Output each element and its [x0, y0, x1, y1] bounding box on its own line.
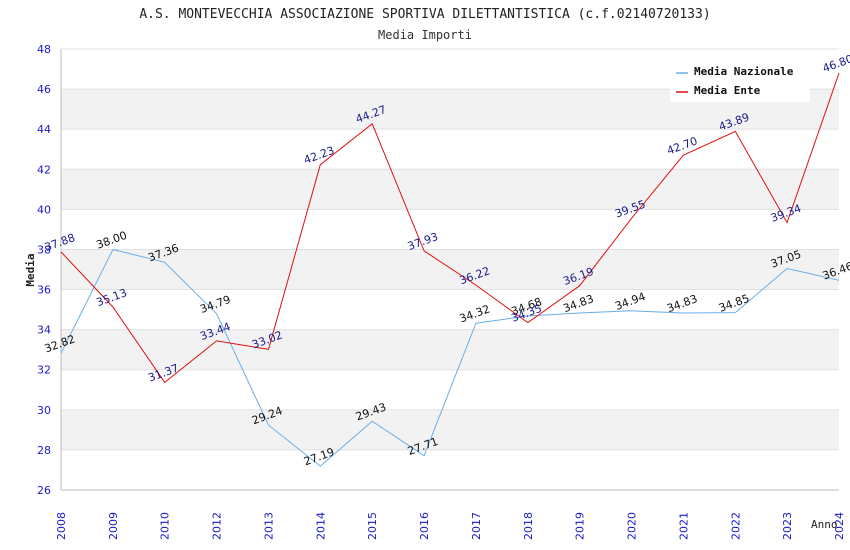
y-tick-label: 32 [37, 364, 51, 377]
y-tick-label: 44 [37, 123, 51, 136]
y-axis-label: Media [24, 253, 37, 286]
x-tick-label: 2024 [833, 512, 846, 540]
x-tick-label: 2008 [55, 512, 68, 540]
x-tick-label: 2010 [159, 512, 172, 540]
legend-box [670, 60, 810, 102]
x-tick-label: 2023 [781, 512, 794, 540]
grid-bands [61, 89, 839, 450]
data-label-nazionale: 34.83 [665, 292, 699, 315]
y-tick-label: 46 [37, 83, 51, 96]
x-axis-label: Anno [811, 518, 838, 531]
data-label-ente: 42.23 [302, 144, 336, 167]
y-tick-label: 30 [37, 404, 51, 417]
legend: Media Nazionale Media Ente [670, 60, 810, 102]
series-line-ente [60, 72, 840, 384]
grid-band [61, 169, 839, 210]
data-label-nazionale: 34.94 [613, 290, 647, 313]
y-tick-label: 34 [37, 324, 51, 337]
chart-title: A.S. MONTEVECCHIA ASSOCIAZIONE SPORTIVA … [139, 7, 710, 22]
x-tick-labels: 2008 2009 2010 2012 2013 2014 2015 2016 2017 2018… [55, 512, 846, 540]
y-tick-label: 28 [37, 444, 51, 457]
x-tick-label: 2014 [314, 512, 327, 540]
x-tick-label: 2012 [211, 512, 224, 540]
data-label-ente: 42.70 [665, 134, 699, 157]
y-tick-label: 48 [37, 43, 51, 56]
legend-label-ente: Media Ente [694, 84, 761, 97]
x-tick-label: 2013 [262, 512, 275, 540]
x-tick-label: 2021 [677, 512, 690, 540]
x-tick-label: 2018 [522, 512, 535, 540]
grid-band [61, 409, 839, 450]
data-label-ente: 46.80 [821, 52, 850, 75]
x-tick-label: 2016 [418, 512, 431, 540]
grid-band [61, 249, 839, 290]
x-tick-label: 2017 [470, 512, 483, 540]
x-tick-label: 2019 [574, 512, 587, 540]
legend-label-nazionale: Media Nazionale [694, 65, 794, 78]
series-line-nazionale [60, 248, 840, 467]
y-tick-label: 38 [37, 243, 51, 256]
y-tick-label: 36 [37, 284, 51, 297]
x-tick-label: 2022 [729, 512, 742, 540]
x-tick-label: 2009 [107, 512, 120, 540]
x-tick-label: 2015 [366, 512, 379, 540]
series-lines [60, 72, 840, 467]
data-label-nazionale: 34.83 [561, 292, 595, 315]
data-label-nazionale: 38.00 [95, 229, 129, 252]
grid-band [61, 329, 839, 370]
y-tick-label: 42 [37, 163, 51, 176]
x-tick-label: 2020 [626, 512, 639, 540]
y-tick-label: 40 [37, 203, 51, 216]
y-tick-label: 26 [37, 484, 51, 497]
data-label-nazionale: 34.85 [717, 292, 751, 315]
y-tick-labels: 26 28 30 32 34 36 38 40 42 44 46 48 [37, 43, 51, 497]
chart-subtitle: Media Importi [378, 28, 472, 42]
